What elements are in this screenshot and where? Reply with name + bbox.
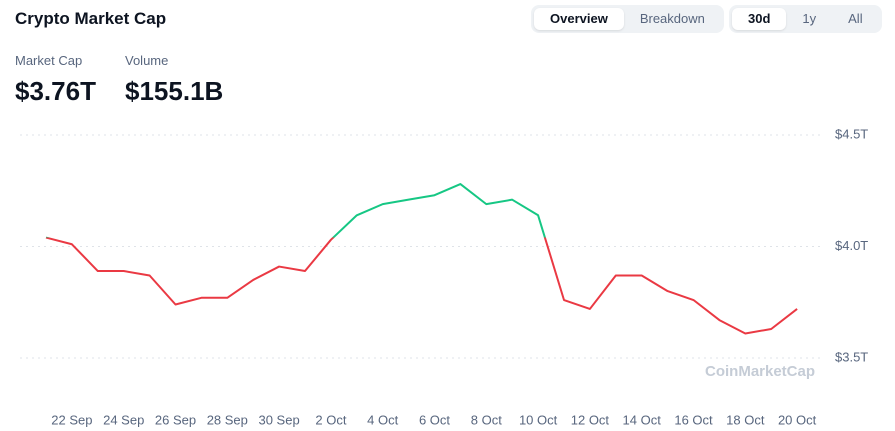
x-tick-label: 28 Sep: [207, 412, 248, 427]
x-tick-label: 26 Sep: [155, 412, 196, 427]
x-tick-label: 16 Oct: [674, 412, 713, 427]
x-tick-label: 18 Oct: [726, 412, 765, 427]
tab[interactable]: Breakdown: [639, 11, 705, 26]
stat-label: Volume: [125, 53, 169, 68]
x-tick-label: 2 Oct: [315, 412, 346, 427]
x-tick-label: 14 Oct: [623, 412, 662, 427]
x-tick-label: 20 Oct: [778, 412, 817, 427]
x-tick-label: 10 Oct: [519, 412, 558, 427]
x-tick-label: 4 Oct: [367, 412, 398, 427]
x-tick-label: 6 Oct: [419, 412, 450, 427]
tab[interactable]: Overview: [534, 8, 624, 30]
range[interactable]: All: [848, 11, 863, 26]
price-line: [45, 183, 798, 335]
range[interactable]: 30d: [732, 8, 787, 30]
y-tick-label: $3.5T: [835, 349, 868, 364]
x-tick-label: 30 Sep: [258, 412, 299, 427]
x-tick-label: 8 Oct: [471, 412, 502, 427]
range-tabs: 30d 1y All: [729, 5, 882, 33]
x-tick-label: 24 Sep: [103, 412, 144, 427]
x-tick-label: 22 Sep: [51, 412, 92, 427]
watermark: CoinMarketCap: [705, 363, 815, 380]
stat-label: Market Cap: [15, 53, 83, 68]
range[interactable]: 1y: [802, 11, 817, 26]
y-tick-label: $4.5T: [835, 126, 868, 141]
stat-value: $155.1B: [125, 76, 224, 106]
title: Crypto Market Cap: [15, 9, 167, 28]
view-tabs: Overview Breakdown: [531, 5, 724, 33]
x-tick-label: 12 Oct: [571, 412, 610, 427]
stat-value: $3.76T: [15, 76, 96, 106]
y-tick-label: $4.0T: [835, 238, 868, 253]
